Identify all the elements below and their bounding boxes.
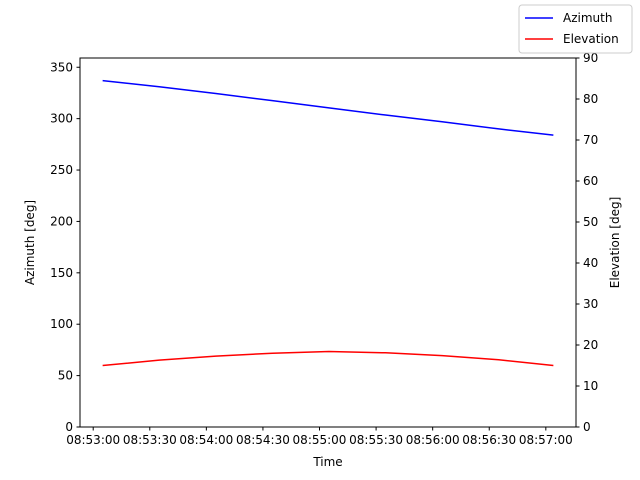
legend-label: Elevation [563,32,619,46]
x-tick-label: 08:56:00 [406,433,460,447]
x-tick-label: 08:54:30 [236,433,290,447]
x-tick-label: 08:56:30 [462,433,516,447]
y2-tick-label: 60 [583,174,598,188]
y-axis-label: Azimuth [deg] [23,200,37,285]
y-tick-label: 350 [50,60,73,74]
x-tick-label: 08:55:00 [293,433,347,447]
y2-tick-label: 20 [583,338,598,352]
y2-axis-label: Elevation [deg] [608,197,622,289]
x-tick-label: 08:54:00 [179,433,233,447]
x-tick-label: 08:57:00 [519,433,573,447]
x-tick-label: 08:53:00 [66,433,120,447]
y-tick-label: 250 [50,163,73,177]
y2-tick-label: 40 [583,256,598,270]
x-tick-label: 08:55:30 [349,433,403,447]
y2-tick-label: 50 [583,215,598,229]
y2-tick-label: 90 [583,51,598,65]
y2-tick-label: 70 [583,133,598,147]
y-tick-label: 200 [50,214,73,228]
y2-tick-label: 10 [583,379,598,393]
series-line [102,79,554,136]
y2-tick-label: 0 [583,420,591,434]
x-tick-label: 08:53:30 [123,433,177,447]
y-tick-label: 150 [50,266,73,280]
series-line [102,350,554,367]
y-tick-label: 100 [50,317,73,331]
x-axis-label: Time [312,455,342,469]
plot-frame [79,57,577,428]
y-tick-label: 300 [50,112,73,126]
y2-tick-label: 30 [583,297,598,311]
y-tick-label: 50 [58,369,73,383]
legend-box [518,4,633,54]
legend-label: Azimuth [563,11,612,25]
y-tick-label: 0 [65,420,73,434]
y2-tick-label: 80 [583,92,598,106]
